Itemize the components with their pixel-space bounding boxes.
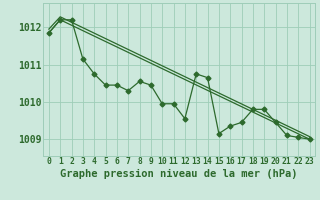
X-axis label: Graphe pression niveau de la mer (hPa): Graphe pression niveau de la mer (hPa) [60, 169, 298, 179]
